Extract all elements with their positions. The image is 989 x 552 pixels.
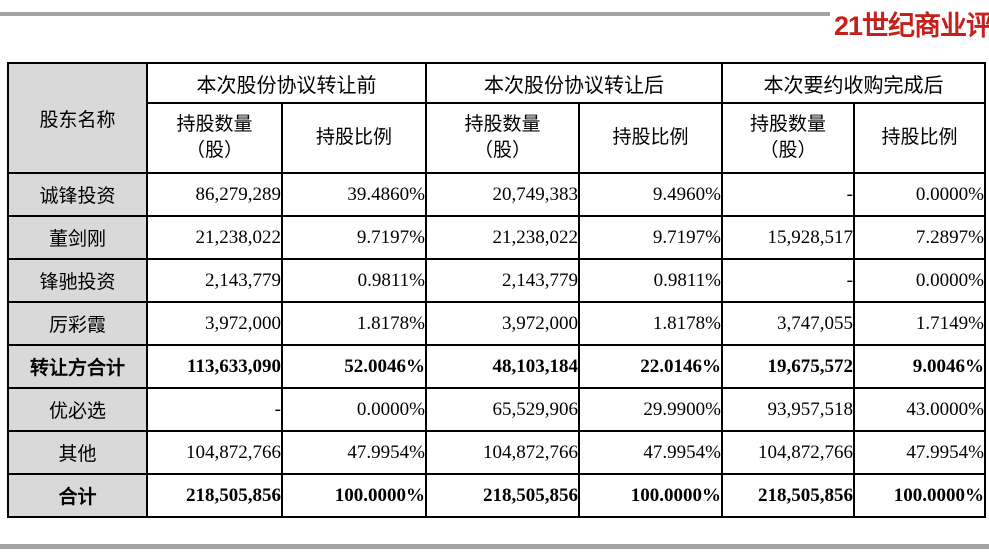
table-row: 董剑刚 21,238,022 9.7197% 21,238,022 9.7197% 15,…	[7, 215, 986, 260]
shareholder-name-cell: 优必选	[7, 387, 148, 432]
share-ratio-cell: 100.0000%	[578, 473, 723, 518]
share-ratio-cell: 47.9954%	[853, 430, 986, 475]
subheader-quantity-line2: （股）	[473, 140, 531, 161]
share-quantity-cell: 218,505,856	[425, 473, 580, 518]
header-shareholder-name: 股东名称	[7, 62, 148, 174]
share-quantity-cell: 21,238,022	[146, 215, 283, 260]
share-quantity-cell: 65,529,906	[425, 387, 580, 432]
subheader-quantity-offer: 持股数量 （股）	[721, 102, 855, 174]
share-ratio-cell: 52.0046%	[281, 344, 427, 389]
share-quantity-cell: -	[146, 387, 283, 432]
share-quantity-cell: 218,505,856	[721, 473, 855, 518]
share-ratio-cell: 100.0000%	[281, 473, 427, 518]
share-quantity-cell: 104,872,766	[146, 430, 283, 475]
subheader-quantity-line1: 持股数量	[176, 114, 253, 135]
table-row: 厉彩霞 3,972,000 1.8178% 3,972,000 1.8178% 3,747…	[7, 301, 986, 346]
subheader-quantity-line1: 持股数量	[749, 114, 826, 135]
share-quantity-cell: 20,749,383	[425, 172, 580, 217]
share-ratio-cell: 1.8178%	[281, 301, 427, 346]
share-ratio-cell: 9.4960%	[578, 172, 723, 217]
publication-logo: 21世纪商业评论	[834, 11, 989, 41]
share-ratio-cell: 0.0000%	[281, 387, 427, 432]
share-quantity-cell: 113,633,090	[146, 344, 283, 389]
table-row: 锋驰投资 2,143,779 0.9811% 2,143,779 0.9811% -0.0…	[7, 258, 986, 303]
top-divider-rule	[0, 12, 830, 16]
shareholder-name-cell: 其他	[7, 430, 148, 475]
table-row: 诚锋投资 86,279,289 39.4860% 20,749,383 9.4960% -…	[7, 172, 986, 217]
header-after-transfer: 本次股份协议转让后	[425, 62, 723, 104]
share-ratio-cell: 47.9954%	[578, 430, 723, 475]
share-ratio-cell: 0.9811%	[578, 258, 723, 303]
share-ratio-cell: 9.0046%	[853, 344, 986, 389]
share-ratio-cell: 7.2897%	[853, 215, 986, 260]
share-quantity-cell: -	[721, 258, 855, 303]
shareholding-table: 股东名称 本次股份协议转让前 本次股份协议转让后 本次要约收购完成后 持股数量 …	[7, 62, 986, 518]
table-row: 转让方合计 113,633,090 52.0046% 48,103,184 22.014…	[7, 344, 986, 389]
share-quantity-cell: 218,505,856	[146, 473, 283, 518]
table-row: 其他 104,872,766 47.9954% 104,872,766 47.9954%…	[7, 430, 986, 475]
share-ratio-cell: 100.0000%	[853, 473, 986, 518]
shareholder-name-cell: 合计	[7, 473, 148, 518]
subheader-ratio-after: 持股比例	[578, 102, 723, 174]
subheader-ratio-before: 持股比例	[281, 102, 427, 174]
share-quantity-cell: 3,747,055	[721, 301, 855, 346]
share-ratio-cell: 0.0000%	[853, 172, 986, 217]
share-quantity-cell: 2,143,779	[425, 258, 580, 303]
share-ratio-cell: 39.4860%	[281, 172, 427, 217]
share-quantity-cell: 86,279,289	[146, 172, 283, 217]
shareholder-name-cell: 厉彩霞	[7, 301, 148, 346]
share-quantity-cell: 15,928,517	[721, 215, 855, 260]
bottom-divider-rule	[0, 544, 989, 549]
subheader-quantity-line1: 持股数量	[464, 114, 541, 135]
share-ratio-cell: 1.7149%	[853, 301, 986, 346]
share-quantity-cell: -	[721, 172, 855, 217]
share-ratio-cell: 0.0000%	[853, 258, 986, 303]
share-quantity-cell: 2,143,779	[146, 258, 283, 303]
subheader-quantity-after: 持股数量 （股）	[425, 102, 580, 174]
subheader-quantity-line2: （股）	[185, 140, 243, 161]
share-ratio-cell: 0.9811%	[281, 258, 427, 303]
share-ratio-cell: 47.9954%	[281, 430, 427, 475]
share-quantity-cell: 104,872,766	[721, 430, 855, 475]
subheader-quantity-line2: （股）	[759, 140, 817, 161]
share-ratio-cell: 29.9900%	[578, 387, 723, 432]
shareholder-name-cell: 转让方合计	[7, 344, 148, 389]
share-quantity-cell: 21,238,022	[425, 215, 580, 260]
header-before-transfer: 本次股份协议转让前	[146, 62, 427, 104]
share-quantity-cell: 104,872,766	[425, 430, 580, 475]
share-ratio-cell: 9.7197%	[281, 215, 427, 260]
share-quantity-cell: 93,957,518	[721, 387, 855, 432]
table-body: 诚锋投资 86,279,289 39.4860% 20,749,383 9.4960% -…	[7, 172, 986, 518]
share-quantity-cell: 3,972,000	[425, 301, 580, 346]
shareholder-name-cell: 诚锋投资	[7, 172, 148, 217]
share-ratio-cell: 1.8178%	[578, 301, 723, 346]
subheader-ratio-offer: 持股比例	[853, 102, 986, 174]
shareholder-name-cell: 董剑刚	[7, 215, 148, 260]
share-ratio-cell: 43.0000%	[853, 387, 986, 432]
subheader-quantity-before: 持股数量 （股）	[146, 102, 283, 174]
share-quantity-cell: 48,103,184	[425, 344, 580, 389]
share-quantity-cell: 19,675,572	[721, 344, 855, 389]
shareholder-name-cell: 锋驰投资	[7, 258, 148, 303]
table-row: 合计 218,505,856 100.0000% 218,505,856 100.000…	[7, 473, 986, 518]
share-ratio-cell: 9.7197%	[578, 215, 723, 260]
header-after-tender-offer: 本次要约收购完成后	[721, 62, 986, 104]
share-ratio-cell: 22.0146%	[578, 344, 723, 389]
table-row: 优必选 -0.0000% 65,529,906 29.9900% 93,957,518 4…	[7, 387, 986, 432]
share-quantity-cell: 3,972,000	[146, 301, 283, 346]
